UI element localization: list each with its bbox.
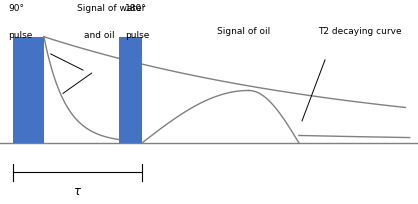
Bar <box>119 37 142 143</box>
Text: Signal of oil: Signal of oil <box>217 27 270 35</box>
Text: pulse: pulse <box>8 31 33 40</box>
Text: 180°: 180° <box>125 4 147 13</box>
Text: Signal of water: Signal of water <box>77 4 146 13</box>
Bar <box>13 37 44 143</box>
Text: τ: τ <box>74 185 81 198</box>
Text: 90°: 90° <box>8 4 24 13</box>
Text: and oil: and oil <box>84 31 114 40</box>
Text: T2 decaying curve: T2 decaying curve <box>318 27 401 35</box>
Text: pulse: pulse <box>125 31 150 40</box>
